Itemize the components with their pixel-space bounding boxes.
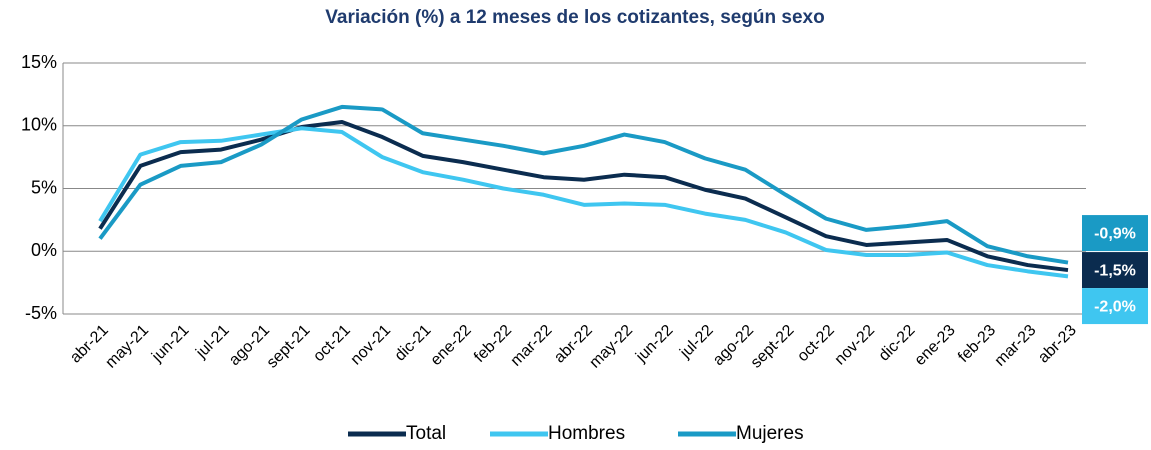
value-label: -2,0% [1094,298,1136,315]
y-tick-label: 5% [31,177,57,197]
x-tick-label: oct-21 [310,322,354,366]
series-line [98,104,1069,265]
series-line [98,119,1069,273]
y-tick-label: 10% [21,115,57,135]
x-tick-label: sept-22 [748,322,798,372]
x-tick-label: mar-23 [992,322,1040,370]
x-tick-label: oct-22 [794,322,838,366]
value-label: -1,5% [1094,262,1136,279]
y-tick-label: -5% [25,303,57,323]
value-label-box [1082,215,1148,252]
value-label-box [1082,288,1148,325]
x-tick-label: sept-21 [264,322,314,372]
y-tick-label: 15% [21,52,57,72]
x-tick-label: ene-22 [428,322,475,369]
x-tick-label: abr-23 [1035,322,1080,367]
x-tick-label: mar-22 [508,322,556,370]
y-tick-label: 0% [31,240,57,260]
value-label-box [1082,252,1148,289]
value-label: -0,9% [1094,225,1136,242]
legend-label: Mujeres [736,423,804,444]
x-tick-label: may-21 [102,322,152,372]
chart-title: Variación (%) a 12 meses de los cotizant… [325,7,824,28]
x-tick-label: jun-22 [632,322,676,366]
legend-label: Hombres [548,423,625,444]
x-tick-label: nov-21 [348,322,395,369]
x-tick-label: nov-22 [832,322,879,369]
series-line [98,126,1069,279]
x-tick-label: ene-23 [912,322,959,369]
x-tick-label: may-22 [586,322,636,372]
x-tick-label: jun-21 [148,322,192,366]
legend-label: Total [406,423,446,444]
